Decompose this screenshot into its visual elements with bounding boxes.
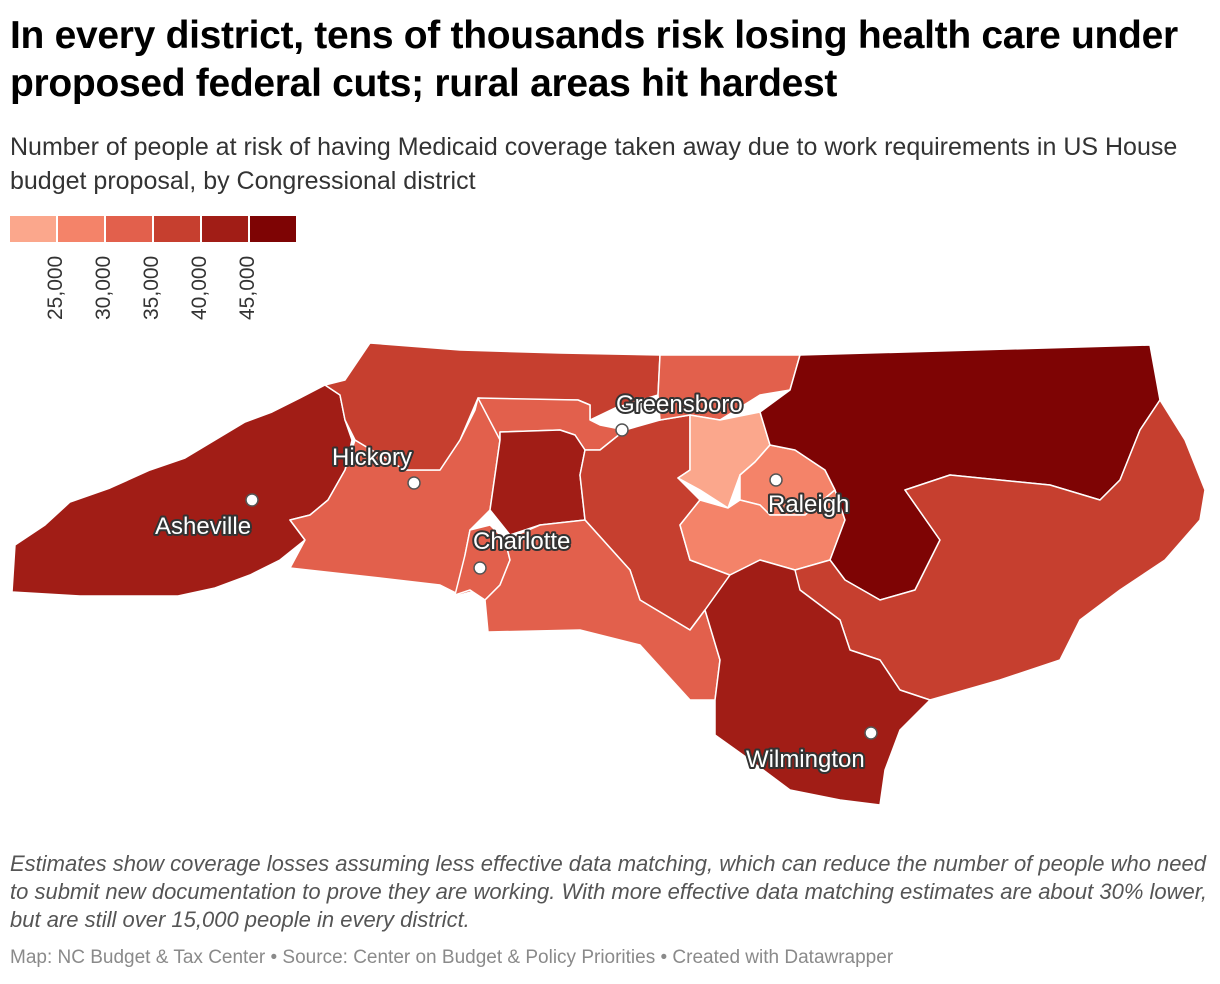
city-dot-raleigh (769, 473, 783, 487)
city-dot-charlotte (473, 561, 487, 575)
city-dot-asheville (245, 493, 259, 507)
chart-notes: Estimates show coverage losses assuming … (10, 851, 1207, 932)
legend-tick-30000: 30,000 (92, 255, 115, 320)
legend-tick-45000: 45,000 (236, 255, 259, 320)
legend-swatch-1 (10, 216, 56, 242)
city-label-charlotte: Charlotte (473, 528, 570, 555)
legend-tick-40000: 40,000 (188, 255, 211, 320)
color-legend: 25,000 30,000 35,000 40,000 45,000 (10, 216, 310, 326)
legend-swatch-4 (154, 216, 200, 242)
city-label-asheville: Asheville (155, 513, 251, 540)
legend-tick-35000: 35,000 (140, 255, 163, 320)
city-label-hickory: Hickory (332, 444, 412, 471)
legend-swatch-6 (250, 216, 296, 242)
city-dot-greensboro (615, 423, 629, 437)
city-label-raleigh: Raleigh (768, 491, 849, 518)
city-dot-wilmington (864, 726, 878, 740)
chart-subtitle: Number of people at risk of having Medic… (10, 133, 1178, 195)
legend-swatch-3 (106, 216, 152, 242)
chart-byline: Map: NC Budget & Tax Center • Source: Ce… (10, 947, 894, 968)
legend-tick-25000: 25,000 (44, 255, 67, 320)
city-dot-hickory (407, 476, 421, 490)
legend-swatch-2 (58, 216, 104, 242)
north-carolina-district-map: Greensboro Hickory Asheville Charlotte R… (11, 342, 1206, 806)
city-label-wilmington: Wilmington (746, 746, 865, 773)
district-central[interactable] (489, 429, 586, 536)
legend-swatch-5 (202, 216, 248, 242)
district-wilmington[interactable] (704, 559, 931, 806)
chart-headline: In every district, tens of thousands ris… (10, 14, 1178, 105)
city-label-greensboro: Greensboro (616, 391, 743, 418)
